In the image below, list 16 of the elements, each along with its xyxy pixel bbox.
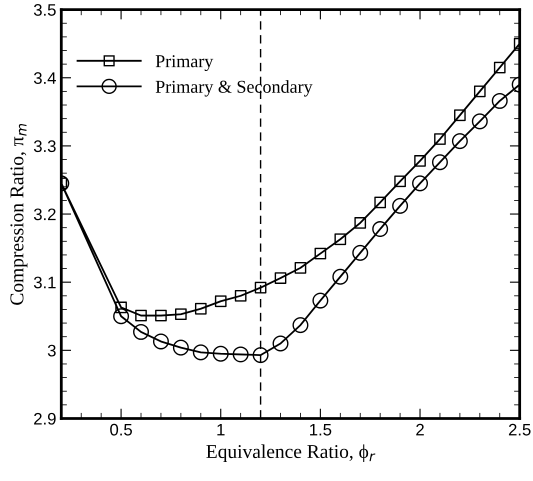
x-axis-title: Equivalence Ratio, ϕ$_{r}$ [206,444,376,462]
y-tick-label: 3 [48,344,56,357]
legend-label: Primary [156,55,214,72]
y-axis-title: Compression Ratio, π$_{m}$ [10,124,28,305]
x-tick-label: 0.5 [110,424,132,436]
y-tick-label: 3.4 [34,72,56,84]
x-tick-label: 2.5 [508,424,531,436]
x-tick-label: 1 [217,424,225,436]
x-tick-label: 1.5 [310,424,332,436]
legend-label: Primary & Secondary [156,80,313,97]
y-tick-label: 3.3 [34,140,56,152]
x-tick-label: 2 [416,424,424,436]
y-tick-label: 3.1 [34,276,56,288]
y-tick-label: 3.2 [34,208,56,220]
y-tick-label: 3.5 [34,4,56,16]
y-tick-label: 2.9 [34,412,56,425]
